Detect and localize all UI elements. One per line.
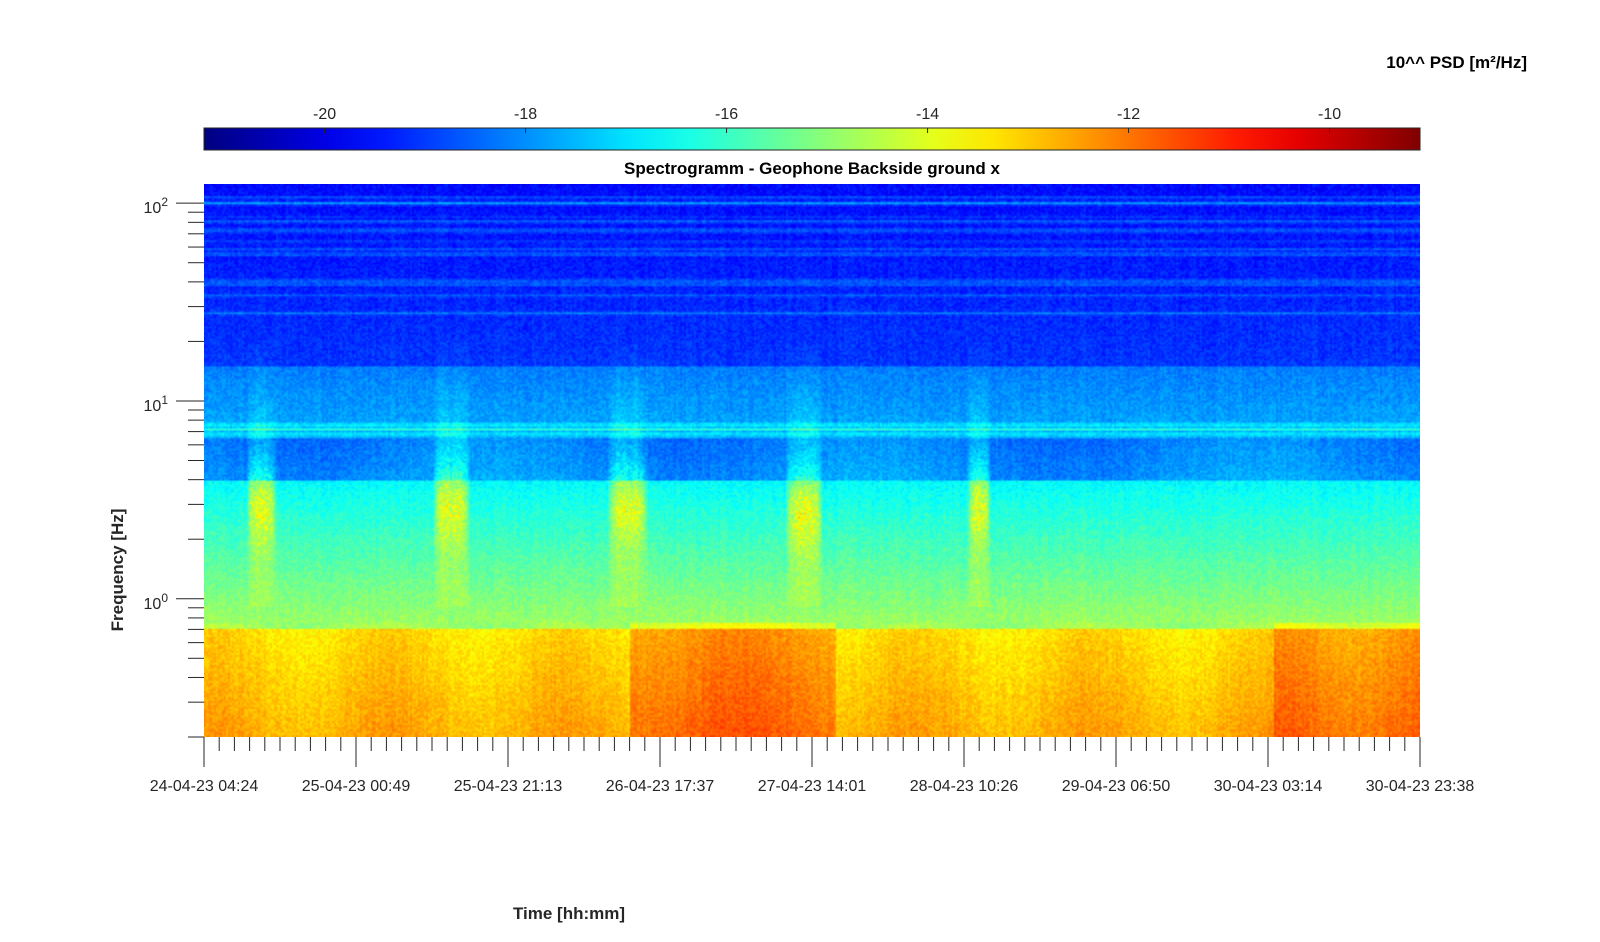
colorbar-ticks: -20 -18 -16 -14 -12 -10 — [313, 106, 1341, 133]
x-axis-label: Time [hh:mm] — [513, 904, 625, 923]
x-tick-label: 25-04-23 00:49 — [302, 778, 411, 795]
x-axis: 24-04-23 04:24 25-04-23 00:49 25-04-23 21:… — [150, 737, 1475, 795]
x-tick-label: 24-04-23 04:24 — [150, 778, 259, 795]
x-tick-label: 30-04-23 23:38 — [1366, 778, 1475, 795]
y-axis-label: Frequency [Hz] — [108, 509, 127, 632]
x-tick-label: 26-04-23 17:37 — [606, 778, 715, 795]
colorbar-tick-label: -10 — [1318, 106, 1341, 123]
colorbar-label: 10^^ PSD [m²/Hz] — [1386, 53, 1527, 72]
spectrogram-heatmap — [204, 184, 1420, 737]
x-tick-label: 28-04-23 10:26 — [910, 778, 1019, 795]
y-axis: 100 101 102 — [144, 195, 204, 738]
colorbar: -20 -18 -16 -14 -12 -10 — [203, 106, 1421, 151]
x-tick-label: 25-04-23 21:13 — [454, 778, 563, 795]
colorbar-tick-label: -20 — [313, 106, 336, 123]
x-tick-label: 30-04-23 03:14 — [1214, 778, 1323, 795]
colorbar-tick-label: -18 — [514, 106, 537, 123]
y-tick-label: 100 — [144, 591, 169, 613]
chart-title: Spectrogramm - Geophone Backside ground … — [624, 159, 1001, 178]
y-tick-label: 102 — [144, 195, 169, 217]
colorbar-tick-label: -14 — [916, 106, 939, 123]
x-tick-label: 27-04-23 14:01 — [758, 778, 867, 795]
y-tick-label: 101 — [144, 393, 169, 415]
colorbar-tick-label: -12 — [1117, 106, 1140, 123]
colorbar-tick-label: -16 — [715, 106, 738, 123]
x-tick-label: 29-04-23 06:50 — [1062, 778, 1171, 795]
colorbar-gradient — [203, 127, 1421, 151]
